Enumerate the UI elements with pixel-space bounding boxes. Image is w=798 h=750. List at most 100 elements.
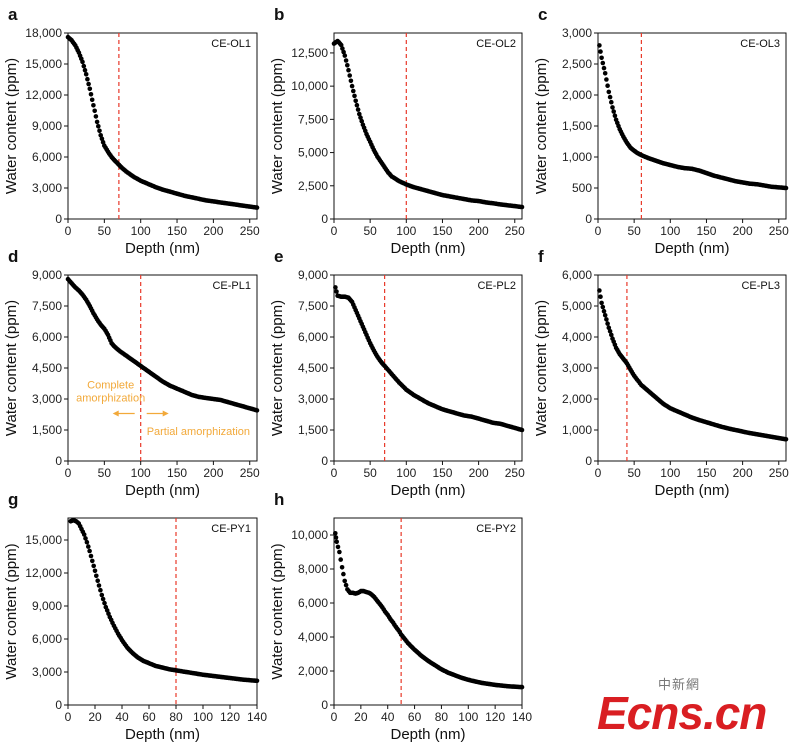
- y-tick-label: 5,000: [562, 299, 592, 313]
- y-tick-label: 4,000: [298, 630, 328, 644]
- plot-frame: [333, 517, 523, 706]
- panel-a: 0 3,000 6,000 9,000 12,000 15,000 18,000 0 50 100…: [3, 5, 260, 257]
- x-tick-label: 120: [485, 710, 505, 724]
- y-tick-label: 0: [321, 212, 328, 226]
- data-point: [597, 288, 602, 293]
- data-point: [92, 108, 97, 114]
- y-tick-label: 5,000: [298, 146, 328, 160]
- data-point: [605, 83, 610, 88]
- data-point: [254, 678, 260, 684]
- y-tick-label: 0: [321, 698, 328, 712]
- x-tick-label: 40: [381, 710, 395, 724]
- y-tick-label: 1,500: [562, 119, 592, 133]
- y-tick-label: 7,500: [298, 299, 328, 313]
- y-axis-title: Water content (ppm): [3, 58, 20, 194]
- x-tick-label: 200: [469, 224, 489, 238]
- y-tick-label: 18,000: [25, 26, 62, 40]
- x-tick-label: 50: [627, 224, 641, 238]
- panel-h: 0 2,000 4,000 6,000 8,000 10,000 0 20 40 60 80 100 1…: [269, 490, 532, 743]
- y-tick-label: 0: [321, 454, 328, 468]
- y-tick-label: 6,000: [32, 632, 62, 646]
- data-point: [340, 46, 345, 51]
- data-point: [611, 109, 616, 114]
- data-point: [341, 49, 346, 55]
- y-tick-label: 8,000: [298, 562, 328, 576]
- y-tick-label: 4,500: [32, 361, 62, 375]
- data-point: [610, 105, 615, 110]
- data-point: [349, 83, 355, 89]
- data-point: [81, 532, 87, 537]
- x-tick-label: 250: [240, 224, 260, 238]
- y-tick-label: 7,500: [298, 112, 328, 126]
- y-tick-label: 2,500: [298, 179, 328, 193]
- y-axis-title: Water content (ppm): [533, 300, 550, 436]
- y-tick-label: 3,000: [562, 361, 592, 375]
- y-tick-label: 12,000: [25, 566, 62, 580]
- x-tick-label: 50: [98, 466, 112, 480]
- panel-letter: a: [8, 5, 18, 24]
- data-point: [338, 557, 344, 562]
- data-point: [343, 58, 349, 63]
- x-tick-label: 0: [65, 710, 72, 724]
- data-point: [359, 118, 365, 124]
- y-tick-label: 2,000: [562, 88, 592, 102]
- y-tick-label: 10,000: [291, 79, 328, 93]
- data-point: [96, 124, 101, 129]
- data-point: [343, 582, 349, 588]
- data-point: [84, 539, 90, 545]
- data-point: [337, 549, 342, 555]
- data-point: [598, 294, 603, 300]
- data-point: [599, 300, 604, 306]
- data-point: [358, 115, 363, 120]
- data-point: [94, 573, 99, 579]
- sample-label: CE-PL2: [477, 280, 516, 292]
- plot-frame: [333, 274, 523, 462]
- y-tick-label: 3,000: [298, 392, 328, 406]
- x-tick-label: 100: [131, 466, 151, 480]
- data-point: [602, 71, 608, 76]
- data-point: [85, 76, 90, 82]
- x-tick-label: 150: [696, 466, 716, 480]
- data-point: [86, 81, 91, 87]
- y-tick-label: 9,000: [32, 119, 62, 133]
- sample-label: CE-OL1: [211, 38, 251, 50]
- x-tick-label: 0: [331, 224, 338, 238]
- data-point: [609, 332, 614, 338]
- y-tick-label: 6,000: [298, 330, 328, 344]
- x-tick-label: 150: [696, 224, 716, 238]
- data-point: [333, 531, 338, 536]
- y-tick-label: 2,500: [562, 57, 592, 71]
- x-axis-title: Depth (nm): [125, 482, 200, 499]
- x-tick-label: 100: [660, 466, 680, 480]
- y-tick-label: 0: [585, 454, 592, 468]
- y-tick-label: 2,000: [298, 664, 328, 678]
- sample-label: CE-PL1: [212, 280, 251, 292]
- y-tick-label: 0: [585, 212, 592, 226]
- data-point: [601, 308, 607, 314]
- x-tick-label: 200: [469, 466, 489, 480]
- data-point: [96, 583, 102, 588]
- y-tick-label: 2,000: [562, 392, 592, 406]
- panel-g: 0 3,000 6,000 9,000 12,000 15,000 0 20 40 60 80 100…: [3, 490, 267, 743]
- data-point: [347, 73, 353, 78]
- x-tick-label: 250: [769, 224, 789, 238]
- panel-letter: h: [274, 490, 284, 509]
- data-point: [612, 113, 618, 118]
- data-point: [351, 88, 356, 94]
- x-tick-label: 100: [396, 224, 416, 238]
- x-tick-label: 250: [769, 466, 789, 480]
- data-point: [357, 111, 362, 117]
- x-tick-label: 150: [167, 224, 187, 238]
- x-tick-label: 50: [363, 224, 377, 238]
- x-tick-label: 140: [512, 710, 532, 724]
- y-tick-label: 15,000: [25, 533, 62, 547]
- data-point: [597, 43, 602, 48]
- x-tick-label: 140: [247, 710, 267, 724]
- data-point: [334, 539, 340, 545]
- x-tick-label: 40: [115, 710, 129, 724]
- y-tick-label: 0: [55, 212, 62, 226]
- data-point: [91, 563, 96, 569]
- data-point: [333, 535, 339, 540]
- x-tick-label: 200: [733, 466, 753, 480]
